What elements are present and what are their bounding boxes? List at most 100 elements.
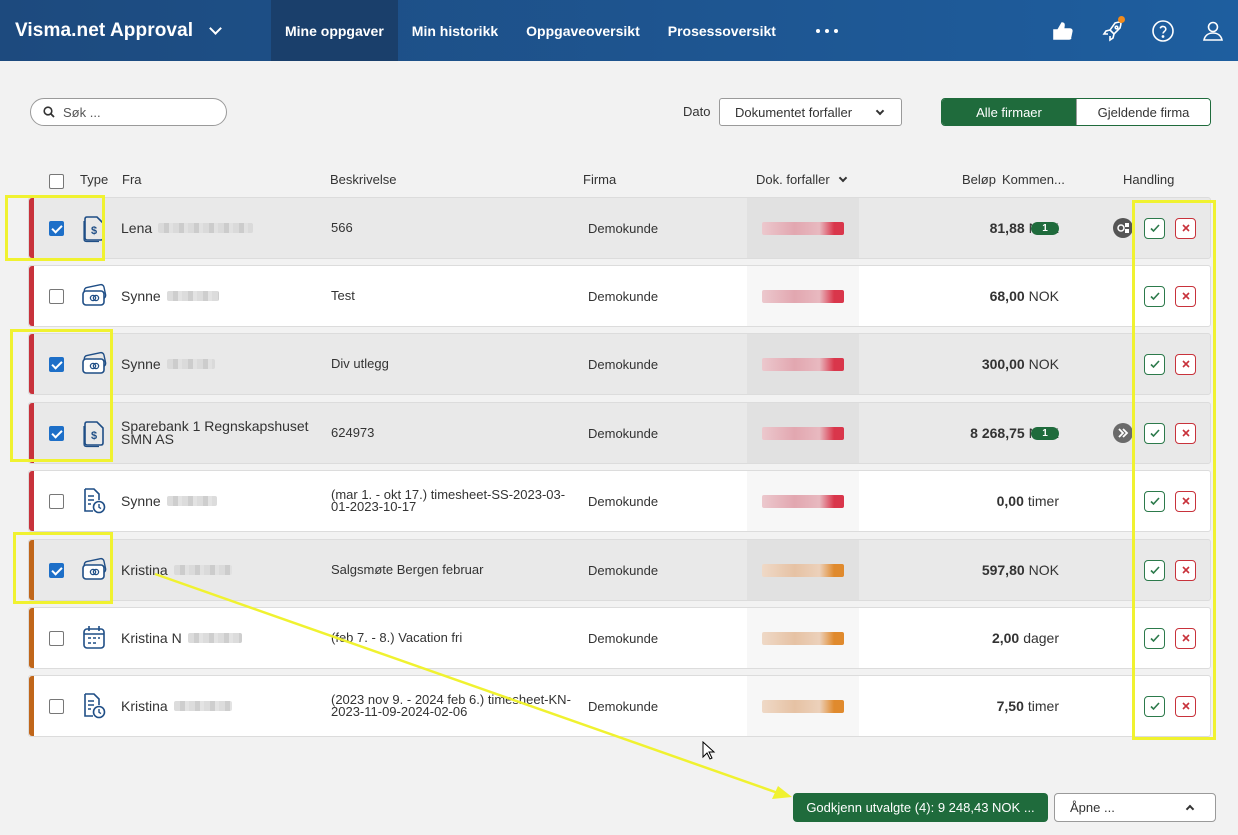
redacted-due-date — [762, 221, 844, 235]
nav-mine-oppgaver[interactable]: Mine oppgaver — [271, 0, 398, 61]
amount-value: 597,80 — [981, 562, 1025, 578]
redacted-due-date — [762, 699, 844, 713]
row-checkbox[interactable] — [49, 356, 64, 372]
nav-min-historikk[interactable]: Min historikk — [411, 22, 499, 39]
approve-icon[interactable] — [1144, 353, 1165, 375]
priority-stripe — [29, 676, 34, 736]
app-switcher[interactable]: Visma.net Approval — [0, 0, 271, 61]
from-cell: Kristina — [121, 676, 326, 736]
top-icons — [1038, 0, 1238, 61]
comments-badge[interactable]: 1 — [1031, 426, 1059, 440]
row-checkbox[interactable] — [49, 288, 64, 304]
amount-value: 2,00 — [991, 630, 1020, 646]
user-icon[interactable] — [1188, 0, 1238, 61]
amount-cell: 68,00 NOK — [869, 266, 1059, 326]
redacted-due-date — [762, 563, 844, 577]
svg-text:$: $ — [91, 225, 97, 237]
from-name: Synne — [121, 492, 161, 509]
search-icon — [43, 106, 55, 118]
reject-icon[interactable] — [1175, 490, 1196, 512]
header-amount: Beløp — [962, 172, 996, 187]
table-row[interactable]: Kristina (2023 nov 9. - 2024 feb 6.) time… — [28, 675, 1211, 737]
nav-prosessoversikt[interactable]: Prosessoversikt — [667, 22, 776, 39]
from-cell: Lena — [121, 198, 326, 258]
more-horizontal-icon[interactable] — [790, 0, 864, 61]
comments-badge[interactable]: 1 — [1031, 221, 1059, 235]
reject-icon[interactable] — [1175, 422, 1196, 444]
table-row[interactable]: Synne (mar 1. - okt 17.) timesheet-SS-202… — [28, 470, 1211, 532]
header-due[interactable]: Dok. forfaller — [756, 172, 847, 187]
approve-icon[interactable] — [1144, 559, 1165, 581]
table-row[interactable]: Synne Div utlegg Demokunde 300,00 NOK — [28, 333, 1211, 395]
expense-card-icon — [79, 540, 109, 600]
approve-icon[interactable] — [1144, 490, 1165, 512]
approve-selected-button[interactable]: Godkjenn utvalgte (4): 9 248,43 NOK ... — [793, 793, 1048, 822]
company-cell: Demokunde — [588, 630, 659, 646]
table-row[interactable]: Kristina N (feb 7. - 8.) Vacation fri Demo… — [28, 607, 1211, 669]
filter-current-company[interactable]: Gjeldende firma — [1076, 99, 1210, 125]
redacted-surname — [173, 701, 232, 711]
row-checkbox[interactable] — [49, 220, 64, 236]
nav-oppgaveoversikt[interactable]: Oppgaveoversikt — [526, 22, 640, 39]
company-cell: Demokunde — [588, 425, 659, 441]
table-row[interactable]: Kristina Salgsmøte Bergen februar Demokund… — [28, 539, 1211, 601]
priority-stripe — [29, 334, 34, 394]
redacted-due-date — [762, 494, 844, 508]
filter-all-companies[interactable]: Alle firmaer — [942, 99, 1076, 125]
search-box[interactable] — [30, 98, 227, 126]
amount-value: 7,50 — [996, 698, 1024, 714]
redacted-surname — [187, 633, 242, 643]
date-select[interactable]: Dokumentet forfaller — [719, 98, 902, 126]
workflow-icon[interactable] — [1113, 198, 1133, 258]
invoice-icon: $ — [79, 403, 109, 463]
from-name: Kristina N — [121, 629, 182, 646]
reject-icon[interactable] — [1175, 285, 1196, 307]
row-checkbox[interactable] — [49, 630, 64, 646]
from-name: Synne — [121, 355, 161, 372]
amount-value: 0,00 — [996, 493, 1024, 509]
header-from: Fra — [122, 172, 142, 187]
table-row[interactable]: $ Sparebank 1 Regnskapshuset SMN AS 624973… — [28, 402, 1211, 464]
header-type: Type — [80, 172, 109, 187]
row-checkbox[interactable] — [49, 425, 64, 441]
reject-icon[interactable] — [1175, 559, 1196, 581]
amount-value: 8 268,75 — [970, 425, 1025, 441]
thumbs-up-icon[interactable] — [1038, 0, 1088, 61]
amount-unit: dager — [1023, 630, 1059, 646]
timesheet-icon — [79, 471, 109, 531]
redacted-due-date — [762, 631, 844, 645]
approve-icon[interactable] — [1144, 422, 1165, 444]
description-cell: Salgsmøte Bergen februar — [331, 562, 484, 577]
search-input[interactable] — [63, 104, 213, 120]
redacted-surname — [166, 291, 219, 301]
due-date-cell — [747, 198, 859, 258]
reject-icon[interactable] — [1175, 353, 1196, 375]
table-row[interactable]: Synne Test Demokunde 68,00 NOK — [28, 265, 1211, 327]
chevron-up-icon — [1185, 804, 1195, 814]
redacted-due-date — [762, 289, 844, 303]
from-cell: Sparebank 1 Regnskapshuset SMN AS — [121, 403, 326, 463]
from-name: Lena — [121, 219, 153, 236]
row-checkbox[interactable] — [49, 493, 64, 509]
select-all-checkbox[interactable] — [49, 174, 64, 189]
row-checkbox[interactable] — [49, 562, 64, 578]
row-checkbox[interactable] — [49, 698, 64, 714]
table-header: Type Fra Beskrivelse Firma Dok. forfalle… — [0, 172, 1238, 190]
help-icon[interactable] — [1138, 0, 1188, 61]
approve-icon[interactable] — [1144, 695, 1165, 717]
reject-icon[interactable] — [1175, 217, 1196, 239]
approve-icon[interactable] — [1144, 217, 1165, 239]
open-dropdown[interactable]: Åpne ... — [1054, 793, 1216, 822]
company-cell: Demokunde — [588, 562, 659, 578]
forward-icon[interactable] — [1113, 403, 1133, 463]
reject-icon[interactable] — [1175, 695, 1196, 717]
due-date-cell — [747, 403, 859, 463]
amount-unit: timer — [1027, 493, 1059, 509]
rocket-icon[interactable] — [1088, 0, 1138, 61]
approve-icon[interactable] — [1144, 627, 1165, 649]
description-cell: 624973 — [331, 425, 375, 440]
approve-icon[interactable] — [1144, 285, 1165, 307]
reject-icon[interactable] — [1175, 627, 1196, 649]
from-name: Kristina — [121, 697, 168, 714]
